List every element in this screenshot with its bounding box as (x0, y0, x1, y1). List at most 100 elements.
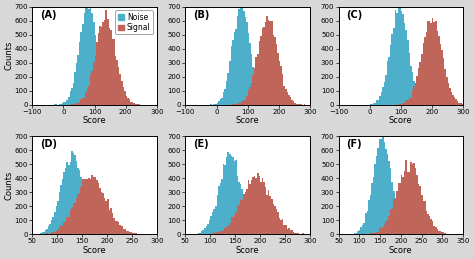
Bar (277, 212, 279, 234)
Bar (243, 100, 245, 105)
Bar (434, 22, 435, 105)
X-axis label: Score: Score (82, 116, 106, 125)
Bar (105, 92, 107, 105)
Bar (440, 231, 441, 234)
Bar (104, 198, 105, 234)
Bar (293, 232, 294, 234)
Bar (232, 104, 234, 105)
Bar (132, 102, 134, 105)
Bar (301, 104, 302, 105)
Bar (232, 40, 234, 105)
Bar (130, 233, 132, 234)
Bar (223, 164, 224, 234)
Bar (268, 104, 269, 105)
Bar (401, 175, 402, 234)
Bar (243, 194, 245, 234)
Bar (98, 53, 99, 105)
Bar (204, 228, 206, 234)
Bar (116, 221, 118, 234)
X-axis label: Score: Score (82, 246, 106, 255)
Bar (254, 226, 255, 234)
Bar (457, 101, 458, 105)
Bar (226, 157, 228, 234)
Bar (87, 7, 88, 105)
Bar (101, 73, 102, 105)
Bar (238, 103, 240, 105)
Bar (269, 104, 271, 105)
Bar (262, 99, 263, 105)
Bar (449, 88, 451, 105)
Bar (263, 102, 265, 105)
Bar (109, 28, 110, 105)
Bar (251, 222, 252, 234)
Bar (296, 104, 298, 105)
Bar (45, 230, 46, 234)
Bar (96, 46, 98, 105)
Bar (251, 54, 252, 105)
Bar (430, 219, 432, 234)
Bar (232, 157, 234, 234)
Bar (245, 192, 246, 234)
Bar (88, 209, 90, 234)
Bar (269, 196, 271, 234)
Bar (81, 32, 82, 105)
Bar (230, 46, 232, 105)
Bar (421, 54, 423, 105)
Bar (73, 104, 74, 105)
Bar (445, 69, 446, 105)
Bar (271, 21, 273, 105)
Bar (206, 226, 207, 234)
Bar (94, 56, 96, 105)
Bar (401, 11, 402, 105)
Legend: Noise, Signal: Noise, Signal (116, 10, 153, 34)
Bar (394, 200, 396, 234)
Bar (104, 233, 105, 234)
Bar (94, 225, 96, 234)
Bar (70, 210, 71, 234)
Bar (252, 67, 254, 105)
Bar (73, 83, 74, 105)
Bar (257, 232, 258, 234)
Bar (418, 97, 419, 105)
Bar (121, 226, 123, 234)
Bar (99, 188, 101, 234)
Bar (371, 183, 373, 234)
Bar (223, 230, 224, 234)
Bar (394, 10, 396, 105)
Bar (438, 231, 440, 234)
Bar (373, 103, 374, 105)
Bar (94, 177, 96, 234)
Bar (62, 179, 64, 234)
Bar (438, 36, 440, 105)
Bar (430, 23, 432, 105)
Bar (113, 39, 115, 105)
Bar (262, 28, 263, 105)
Bar (249, 87, 251, 105)
Bar (437, 229, 438, 234)
Bar (407, 100, 409, 105)
Bar (398, 104, 399, 105)
Bar (62, 103, 64, 105)
Bar (258, 41, 260, 105)
Bar (440, 44, 441, 105)
Bar (77, 103, 79, 105)
Bar (424, 103, 426, 105)
Bar (83, 98, 85, 105)
Bar (387, 154, 388, 234)
Bar (249, 184, 251, 234)
Bar (260, 182, 262, 234)
Bar (413, 81, 415, 105)
Bar (381, 92, 382, 105)
Bar (107, 19, 109, 105)
Bar (66, 162, 68, 234)
Bar (237, 16, 238, 105)
Bar (399, 183, 401, 234)
Bar (376, 232, 377, 234)
Bar (427, 214, 429, 234)
Bar (392, 34, 393, 105)
Bar (401, 225, 402, 234)
Bar (230, 217, 232, 234)
Bar (377, 148, 379, 234)
Bar (51, 232, 53, 234)
Bar (48, 233, 49, 234)
